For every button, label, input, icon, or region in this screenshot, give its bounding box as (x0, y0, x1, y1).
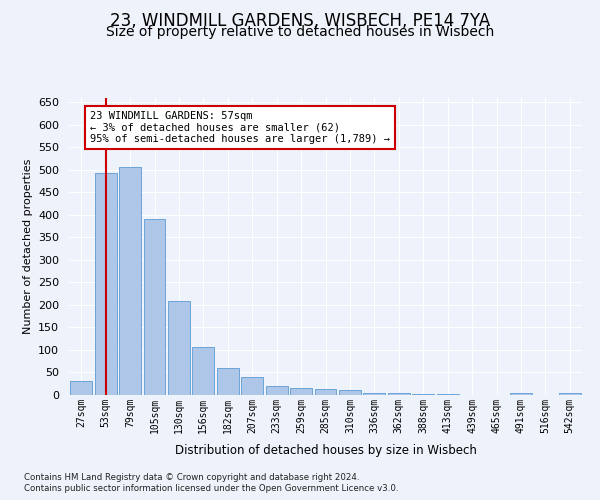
Text: Contains public sector information licensed under the Open Government Licence v3: Contains public sector information licen… (24, 484, 398, 493)
Text: Size of property relative to detached houses in Wisbech: Size of property relative to detached ho… (106, 25, 494, 39)
Bar (388, 393, 410, 395)
Y-axis label: Number of detached properties: Number of detached properties (23, 158, 32, 334)
Bar (119, 168, 141, 395)
Text: 23, WINDMILL GARDENS, WISBECH, PE14 7YA: 23, WINDMILL GARDENS, WISBECH, PE14 7YA (110, 12, 490, 30)
Bar (168, 301, 190, 395)
Bar (95, 173, 116, 395)
Bar (559, 392, 581, 395)
Bar (217, 368, 239, 395)
Bar (510, 392, 532, 395)
Bar (266, 386, 287, 395)
X-axis label: Distribution of detached houses by size in Wisbech: Distribution of detached houses by size … (175, 444, 476, 457)
Bar (143, 219, 166, 395)
Bar (290, 388, 312, 395)
Bar (339, 390, 361, 395)
Bar (70, 380, 92, 395)
Bar (364, 392, 385, 395)
Text: 23 WINDMILL GARDENS: 57sqm
← 3% of detached houses are smaller (62)
95% of semi-: 23 WINDMILL GARDENS: 57sqm ← 3% of detac… (90, 111, 390, 144)
Bar (437, 394, 458, 395)
Text: Contains HM Land Registry data © Crown copyright and database right 2024.: Contains HM Land Registry data © Crown c… (24, 472, 359, 482)
Bar (193, 347, 214, 395)
Bar (314, 389, 337, 395)
Bar (241, 377, 263, 395)
Bar (412, 394, 434, 395)
